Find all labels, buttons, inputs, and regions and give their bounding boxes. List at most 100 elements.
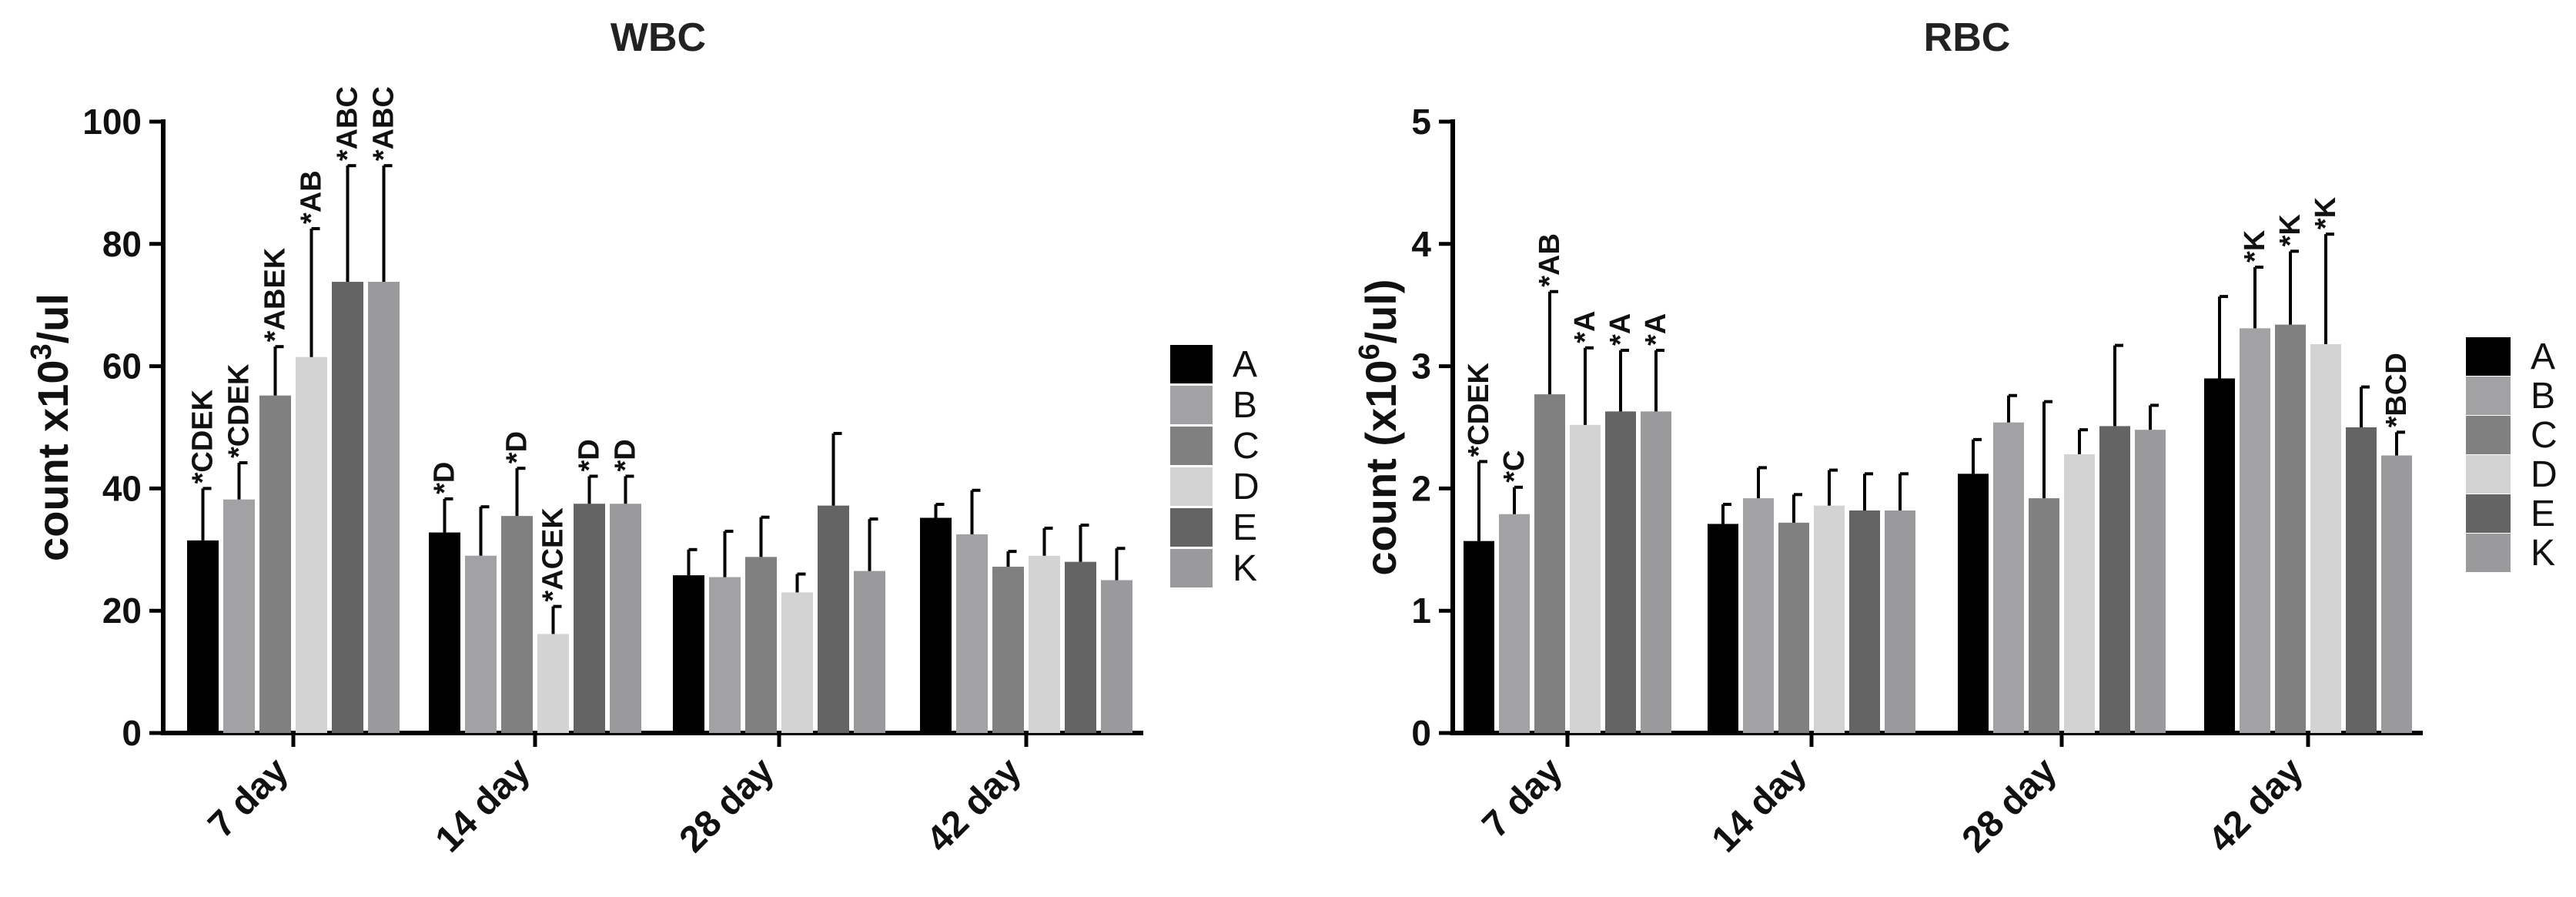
significance-label: *ABEK: [259, 247, 292, 342]
significance-label: *AB: [296, 170, 328, 224]
x-tick-label: 7 day: [201, 750, 296, 845]
bar: [429, 532, 460, 733]
bar: [1101, 580, 1132, 733]
significance-label: *K: [2239, 229, 2271, 263]
x-tick-label: 14 day: [1705, 750, 1815, 860]
y-tick-label: 5: [1411, 102, 1431, 142]
bar: [781, 592, 813, 733]
significance-label: *C: [1498, 450, 1531, 483]
y-tick-label: 80: [102, 224, 142, 264]
bar: [368, 282, 400, 733]
bar: [1029, 555, 1060, 733]
bar: [296, 356, 327, 733]
significance-label: *CDEK: [1463, 362, 1495, 457]
bar: [1499, 514, 1530, 733]
legend-swatch: [2466, 337, 2511, 376]
significance-label: *AB: [1534, 233, 1566, 287]
significance-label: *ABC: [332, 86, 364, 161]
legend-swatch: [2466, 494, 2511, 533]
legend-label: A: [1233, 344, 1257, 385]
legend-swatch: [1170, 427, 1213, 465]
y-tick-label: 20: [102, 591, 142, 631]
x-tick-label: 28 day: [1955, 750, 2065, 860]
significance-label: *D: [429, 462, 461, 494]
y-tick-label: 1: [1411, 591, 1431, 631]
legend-swatch: [1170, 508, 1213, 547]
bar: [1814, 505, 1845, 733]
bar: [1708, 524, 1738, 733]
legend-label: B: [2531, 376, 2555, 417]
legend-swatch: [2466, 534, 2511, 572]
legend-label: K: [1233, 548, 1257, 589]
significance-label: *ACEK: [537, 507, 570, 602]
bar: [259, 395, 291, 733]
significance-label: *D: [501, 431, 534, 464]
legend-label: C: [1233, 426, 1260, 467]
legend-label: A: [2531, 336, 2555, 377]
legend-swatch: [1170, 386, 1213, 424]
bar: [2346, 427, 2377, 733]
bar: [1885, 510, 1915, 733]
y-tick-label: 2: [1411, 468, 1431, 508]
bar: [1570, 424, 1601, 733]
bar: [1065, 561, 1096, 733]
bar: [1993, 422, 2024, 733]
chart-wbc: WBC count x103/ul 0 20 40 60 80 100 *CDEK *D *CDEK…: [25, 15, 1260, 860]
y-tick-label: 100: [82, 102, 142, 142]
bar: [818, 505, 849, 733]
bar: [332, 282, 363, 733]
bar: [2381, 455, 2412, 733]
bar: [1849, 510, 1880, 733]
bar: [673, 575, 704, 733]
chart-title: WBC: [611, 15, 706, 60]
legend-label: B: [1233, 385, 1257, 426]
bar: [2029, 498, 2059, 733]
x-tick-label: 28 day: [672, 750, 782, 860]
legend-label: E: [1233, 507, 1257, 548]
bar: [1778, 522, 1809, 733]
y-axis-label: count x103/ul: [25, 293, 77, 561]
bar: [854, 571, 885, 733]
bar: [1534, 394, 1565, 733]
bar: [992, 567, 1024, 733]
bar: [920, 517, 952, 733]
legend-label: D: [1233, 467, 1260, 507]
significance-label: *A: [1640, 313, 1672, 346]
bar: [1605, 411, 1636, 733]
significance-label: *CDEK: [223, 363, 256, 458]
bar: [610, 504, 641, 733]
bar: [1743, 498, 1774, 733]
legend-swatch: [2466, 416, 2511, 454]
y-axis-label: count (x106/ul): [1353, 279, 1405, 575]
significance-label: *CDEK: [187, 389, 219, 484]
legend-swatch: [2466, 377, 2511, 415]
bar: [709, 577, 741, 733]
bar: [2064, 454, 2095, 733]
y-tick-label: 3: [1411, 346, 1431, 387]
significance-label: *BCD: [2380, 353, 2413, 427]
bar: [2135, 430, 2166, 733]
x-tick-label: 7 day: [1475, 750, 1571, 845]
significance-label: *K: [2310, 196, 2342, 229]
significance-label: *A: [1604, 313, 1637, 346]
bar: [223, 499, 255, 733]
significance-label: *K: [2274, 214, 2307, 247]
y-tick-label: 40: [102, 468, 142, 508]
legend-label: D: [2531, 454, 2558, 495]
bar: [1464, 541, 1494, 733]
significance-label: *D: [574, 439, 606, 471]
bar: [537, 634, 569, 733]
bar: [187, 540, 219, 733]
x-tick-label: 42 day: [919, 750, 1029, 860]
bar: [1641, 411, 1671, 733]
y-tick-label: 60: [102, 346, 142, 387]
bar: [465, 555, 497, 733]
y-tick-label: 0: [122, 713, 142, 753]
bar: [2099, 426, 2130, 733]
bar: [745, 557, 777, 733]
significance-label: *A: [1569, 311, 1601, 343]
chart-title: RBC: [1924, 15, 2011, 60]
legend-label: E: [2531, 494, 2555, 534]
